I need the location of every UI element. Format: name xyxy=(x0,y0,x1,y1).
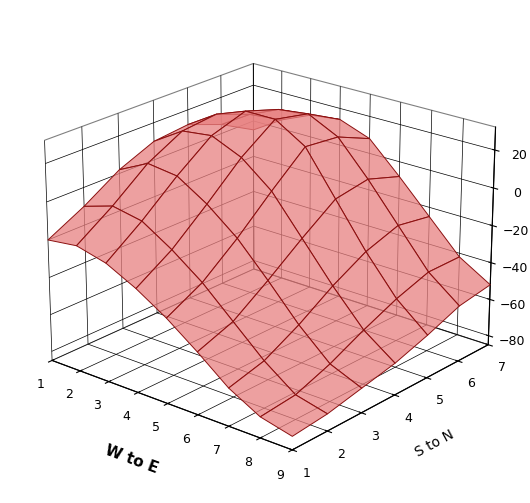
X-axis label: W to E: W to E xyxy=(103,442,160,476)
Y-axis label: S to N: S to N xyxy=(412,428,456,460)
